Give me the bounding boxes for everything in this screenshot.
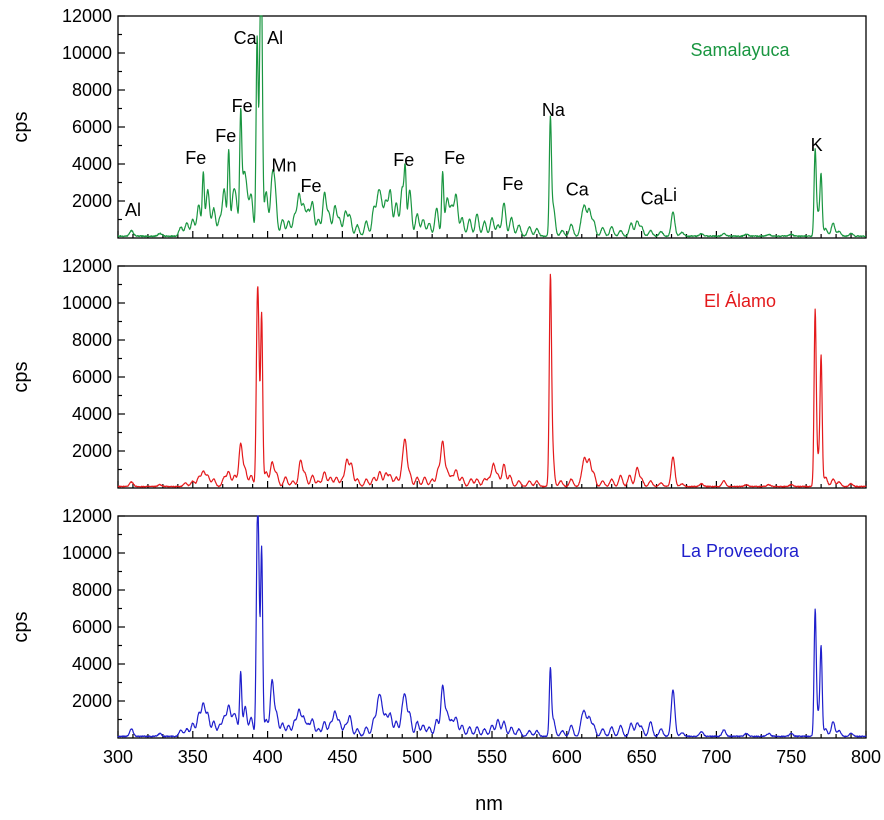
panel-title: Samalayuca bbox=[690, 40, 790, 60]
x-tick-label: 800 bbox=[851, 747, 881, 767]
y-tick-label: 6000 bbox=[72, 117, 112, 137]
peak-label: Ca bbox=[234, 28, 258, 48]
series-line bbox=[117, 273, 867, 488]
y-tick-label: 10000 bbox=[62, 43, 112, 63]
y-tick-label: 6000 bbox=[72, 367, 112, 387]
y-axis-title: cps bbox=[10, 361, 32, 392]
peak-label: Fe bbox=[502, 174, 523, 194]
panels: 2000 4000 6000 8000 10000 12000 cps Samalayuca A… bbox=[10, 6, 867, 739]
panel-3: 2000 4000 6000 8000 10000 12000 cps La Proveedo… bbox=[10, 506, 867, 739]
y-tick-label: 8000 bbox=[72, 80, 112, 100]
y-tick-label: 2000 bbox=[72, 691, 112, 711]
peak-label: Fe bbox=[393, 150, 414, 170]
x-tick-label: 300 bbox=[103, 747, 133, 767]
x-tick-label: 650 bbox=[627, 747, 657, 767]
y-axis-title: cps bbox=[10, 611, 32, 642]
series-line bbox=[117, 15, 867, 238]
x-axis-tick-labels: 300 350 400 450 500 550 600 650 700 750 800 bbox=[103, 747, 881, 767]
y-tick-label: 2000 bbox=[72, 191, 112, 211]
y-tick-label: 12000 bbox=[62, 506, 112, 526]
peak-label: Ca bbox=[566, 179, 590, 199]
y-tick-label: 4000 bbox=[72, 654, 112, 674]
panel-1: 2000 4000 6000 8000 10000 12000 cps Samalayuca A… bbox=[10, 6, 867, 239]
peak-label: Na bbox=[542, 100, 566, 120]
x-tick-label: 450 bbox=[327, 747, 357, 767]
y-tick-label: 10000 bbox=[62, 543, 112, 563]
y-tick-label: 10000 bbox=[62, 293, 112, 313]
x-tick-label: 700 bbox=[701, 747, 731, 767]
x-tick-label: 750 bbox=[776, 747, 806, 767]
x-tick-label: 500 bbox=[402, 747, 432, 767]
peak-label: Al bbox=[125, 200, 141, 220]
y-axis-title: cps bbox=[10, 111, 32, 142]
y-tick-label: 4000 bbox=[72, 404, 112, 424]
y-tick-label: 12000 bbox=[62, 256, 112, 276]
x-axis-title: nm bbox=[475, 793, 503, 815]
peak-label: Mn bbox=[272, 155, 297, 175]
y-tick-label: 8000 bbox=[72, 580, 112, 600]
y-tick-label: 6000 bbox=[72, 617, 112, 637]
peak-label: Ca bbox=[641, 189, 665, 209]
x-tick-label: 550 bbox=[477, 747, 507, 767]
panel-2: 2000 4000 6000 8000 10000 12000 cps El Álamo bbox=[10, 256, 867, 489]
peak-label: Fe bbox=[444, 148, 465, 168]
series-line bbox=[117, 515, 867, 738]
y-tick-label: 4000 bbox=[72, 154, 112, 174]
peak-label: Al bbox=[267, 28, 283, 48]
panel-title: El Álamo bbox=[704, 291, 776, 311]
x-tick-label: 600 bbox=[552, 747, 582, 767]
y-tick-label: 12000 bbox=[62, 6, 112, 26]
peak-label: Fe bbox=[185, 148, 206, 168]
peak-label: Fe bbox=[215, 126, 236, 146]
peak-label: K bbox=[811, 135, 823, 155]
panel-title: La Proveedora bbox=[681, 541, 800, 561]
peak-label: Fe bbox=[232, 96, 253, 116]
peak-label: Fe bbox=[300, 176, 321, 196]
y-tick-label: 8000 bbox=[72, 330, 112, 350]
peak-label: Li bbox=[663, 185, 677, 205]
x-tick-label: 400 bbox=[253, 747, 283, 767]
y-tick-label: 2000 bbox=[72, 441, 112, 461]
x-tick-label: 350 bbox=[178, 747, 208, 767]
